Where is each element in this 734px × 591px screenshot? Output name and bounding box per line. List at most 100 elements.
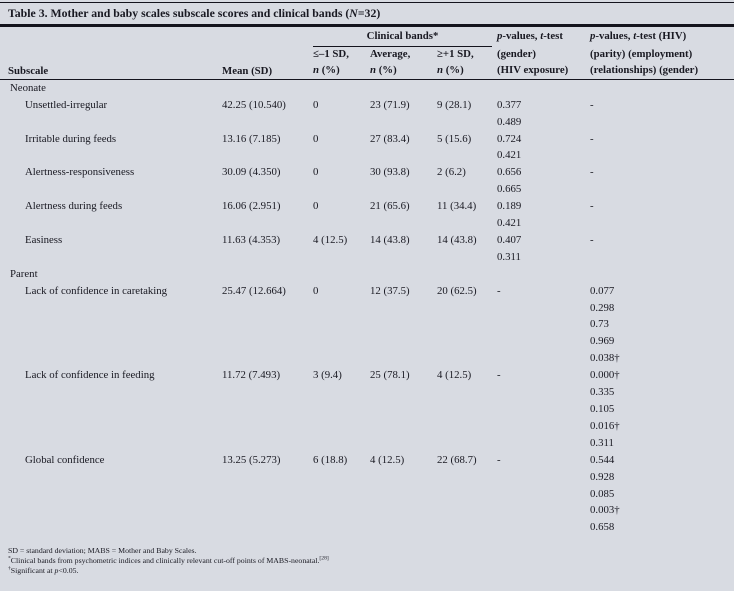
cell-band-high: 2 (6.2): [437, 166, 466, 179]
header-text: (%): [376, 63, 397, 76]
n-italic: n: [370, 63, 377, 76]
row-subscale-label: Alertness during feeds: [25, 200, 123, 213]
header-text: -values,: [502, 29, 541, 42]
col-header-pvalues-gender-line1: p-values, t-test: [497, 29, 590, 47]
n-italic: n: [437, 63, 444, 76]
p-italic: p: [590, 29, 596, 42]
row-subscale-label: Lack of confidence in feeding: [25, 369, 155, 382]
cell-band-high: 22 (68.7): [437, 453, 477, 466]
cell-band-low: 0: [313, 284, 319, 297]
table-title-text: Table 3. Mother and baby scales subscale…: [8, 6, 350, 21]
cell-pvalues-hiv-multi: 0.000† 0.335 0.105 0.016† 0.311: [590, 369, 620, 449]
footnote-clinical-bands: *Clinical bands from psychometric indice…: [8, 556, 726, 566]
cell-band-average: 23 (71.9): [370, 98, 410, 111]
cell-pvalues-gender-hiv: 0.189 0.421: [497, 200, 522, 230]
cell-mean-sd: 11.63 (4.353): [222, 233, 281, 246]
footnote-significance: †Significant at p<0.05.: [8, 565, 726, 576]
header-text: (%): [443, 63, 464, 76]
table-title-suffix: =32): [357, 6, 381, 21]
cell-band-low: 0: [313, 166, 319, 179]
cell-band-average: 30 (93.8): [370, 166, 410, 179]
col-header-subscale: Subscale: [8, 64, 49, 77]
col-header-pvalues-gender-line3: (HIV exposure): [497, 63, 569, 76]
row-subscale-label: Lack of confidence in caretaking: [25, 284, 168, 297]
cell-band-average: 4 (12.5): [370, 453, 405, 466]
table-row: Global confidence 13.25 (5.273) 6 (18.8)…: [0, 452, 734, 537]
table-title: Table 3. Mother and baby scales subscale…: [0, 3, 734, 24]
cell-band-high: 14 (43.8): [437, 233, 477, 246]
section-label: Neonate: [10, 81, 46, 94]
dagger-marker: †: [8, 565, 11, 572]
cell-pvalues-hiv-multi: -: [590, 233, 594, 246]
footnote-text: <0.05.: [58, 565, 79, 575]
table-row: Alertness during feeds 16.06 (2.951) 0 2…: [0, 198, 734, 232]
header-text: -test (HIV): [636, 29, 687, 42]
col-header-mean-sd: Mean (SD): [222, 64, 273, 77]
section-row-parent: Parent: [0, 266, 734, 283]
cell-mean-sd: 11.72 (7.493): [222, 369, 281, 382]
cell-band-high: 5 (15.6): [437, 132, 472, 145]
table-row: Irritable during feeds 13.16 (7.185) 0 2…: [0, 131, 734, 165]
table-row: Lack of confidence in feeding 11.72 (7.4…: [0, 367, 734, 452]
cell-band-high: 9 (28.1): [437, 98, 472, 111]
col-header-pvalues-hiv-line3: (relationships) (gender): [590, 63, 699, 76]
cell-pvalues-gender-hiv: 0.407 0.311: [497, 233, 522, 263]
header-rule: [0, 78, 734, 80]
cell-band-average: 27 (83.4): [370, 132, 410, 145]
table-row: Alertness-responsiveness 30.09 (4.350) 0…: [0, 164, 734, 198]
cell-pvalues-gender-hiv: 0.377 0.489: [497, 98, 522, 128]
cell-band-high: 4 (12.5): [437, 369, 472, 382]
section-row-neonate: Neonate: [0, 80, 734, 97]
cell-band-low: 3 (9.4): [313, 369, 342, 382]
row-subscale-label: Unsettled-irregular: [25, 98, 108, 111]
table-row: Easiness 11.63 (4.353) 4 (12.5) 14 (43.8…: [0, 232, 734, 266]
cell-pvalues-hiv-multi: -: [590, 132, 594, 145]
cell-pvalues-gender-hiv: -: [497, 369, 501, 382]
t-italic: t: [633, 29, 637, 42]
cell-mean-sd: 13.16 (7.185): [222, 132, 281, 145]
cell-mean-sd: 42.25 (10.540): [222, 98, 286, 111]
table-row: Unsettled-irregular 42.25 (10.540) 0 23 …: [0, 97, 734, 131]
row-subscale-label: Irritable during feeds: [25, 132, 117, 145]
cell-pvalues-gender-hiv: 0.656 0.665: [497, 166, 522, 196]
cell-band-low: 0: [313, 200, 319, 213]
header-text: (%): [319, 63, 340, 76]
cell-pvalues-hiv-multi: 0.544 0.928 0.085 0.003† 0.658: [590, 453, 620, 534]
cell-band-average: 12 (37.5): [370, 284, 410, 297]
cell-band-low: 4 (12.5): [313, 233, 348, 246]
table-footnotes: SD = standard deviation; MABS = Mother a…: [0, 546, 734, 575]
section-label: Parent: [10, 267, 38, 280]
header-text: -values,: [595, 29, 634, 42]
col-header-n-pct: n (%): [370, 63, 437, 79]
row-subscale-label: Alertness-responsiveness: [25, 166, 135, 179]
cell-band-high: 11 (34.4): [437, 200, 477, 213]
col-header-band-low: ≤–1 SD,: [313, 47, 349, 60]
col-header-clinical-bands: Clinical bands*: [313, 29, 492, 47]
page: Table 3. Mother and baby scales subscale…: [0, 2, 734, 575]
cell-pvalues-hiv-multi: -: [590, 166, 594, 179]
cell-mean-sd: 25.47 (12.664): [222, 284, 286, 297]
cell-band-average: 14 (43.8): [370, 233, 410, 246]
footnote-text: Clinical bands from psychometric indices…: [10, 555, 320, 565]
asterisk-marker: *: [8, 555, 11, 562]
col-header-pvalues-hiv-line2: (parity) (employment): [590, 47, 693, 60]
n-italic: n: [313, 63, 320, 76]
table-row: Lack of confidence in caretaking 25.47 (…: [0, 283, 734, 368]
top-rule: [0, 2, 734, 4]
header-text: -test: [543, 29, 563, 42]
footnote-text: Significant at: [10, 565, 55, 575]
cell-band-average: 25 (78.1): [370, 369, 410, 382]
col-header-band-high: ≥+1 SD,: [437, 47, 474, 60]
row-subscale-label: Global confidence: [25, 453, 105, 466]
cell-pvalues-gender-hiv: -: [497, 453, 501, 466]
cell-pvalues-gender-hiv: -: [497, 284, 501, 297]
cell-band-low: 0: [313, 98, 319, 111]
italic-n: N: [349, 6, 358, 21]
title-rule: [0, 24, 734, 27]
cell-pvalues-hiv-multi: -: [590, 98, 594, 111]
cell-pvalues-hiv-multi: 0.077 0.298 0.73 0.969 0.038†: [590, 284, 620, 365]
col-header-pvalues-hiv-line1: p-values, t-test (HIV): [590, 29, 726, 47]
col-header-pvalues-gender-line2: (gender): [497, 47, 536, 60]
col-header-band-average: Average,: [370, 47, 411, 60]
cell-band-high: 20 (62.5): [437, 284, 477, 297]
